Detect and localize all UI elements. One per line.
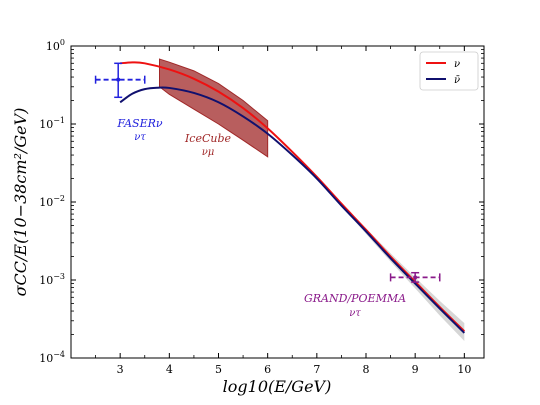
x-tick-label: 6	[264, 363, 271, 376]
icecube-label: IceCube	[184, 132, 232, 145]
series-line-antinu	[119, 86, 466, 334]
series-line-nu	[120, 61, 466, 333]
x-tick-label: 8	[363, 363, 370, 376]
y-tick-label: 10−3	[39, 272, 65, 287]
x-axis-label: log10(E/GeV)	[223, 377, 332, 396]
faser-point	[116, 77, 121, 82]
grand-poemma-point	[413, 275, 418, 280]
y-tick-label: 10−1	[39, 116, 65, 131]
faser-sublabel: ντ	[134, 132, 146, 143]
grand-poemma-sublabel: ντ	[349, 308, 361, 319]
icecube-sublabel: νμ	[202, 147, 215, 158]
y-tick-label: 10−4	[39, 350, 65, 365]
measurement-layer	[94, 62, 441, 283]
x-tick-label: 5	[215, 363, 222, 376]
legend-label-nu: ν	[454, 59, 460, 70]
icecube-band	[159, 58, 269, 158]
x-tick-label: 7	[313, 363, 320, 376]
y-axis-label: σCC/E(10−38cm²/GeV)	[11, 108, 30, 297]
series-layer	[119, 61, 466, 334]
faser-label: FASERν	[116, 117, 162, 130]
x-tick-label: 9	[412, 363, 419, 376]
x-tick-label: 3	[117, 363, 124, 376]
legend-box	[419, 51, 479, 91]
tick-layer: 3 4 5 6 7 8 9 10 100 10−1 10−2 10−3 10−4	[39, 38, 484, 376]
y-tick-label: 100	[46, 38, 65, 53]
legend-label-antinu: ν̄	[454, 75, 460, 86]
x-tick-label: 10	[457, 363, 471, 376]
y-tick-label: 10−2	[39, 194, 65, 209]
grand-poemma-label: GRAND/POEMMA	[304, 292, 406, 305]
legend: ν ν̄	[419, 51, 479, 91]
x-tick-label: 4	[166, 363, 173, 376]
